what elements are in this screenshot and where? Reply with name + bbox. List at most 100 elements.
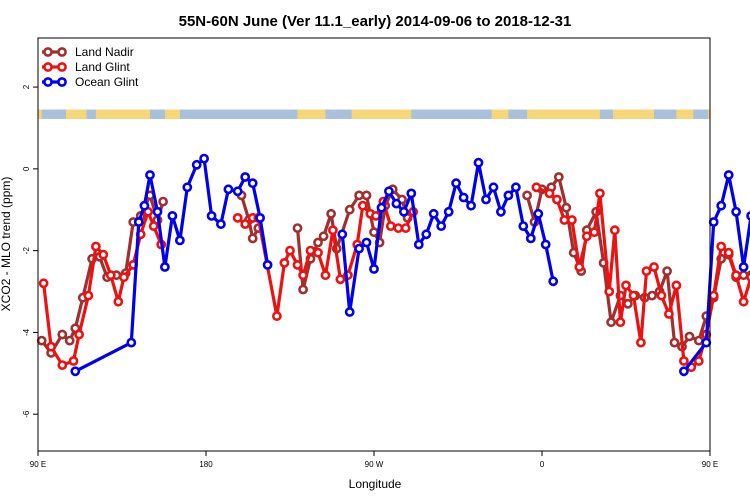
data-point xyxy=(46,341,56,352)
data-point xyxy=(369,227,379,238)
data-point xyxy=(70,366,81,377)
x-tick-label: 90 E xyxy=(30,460,46,469)
data-point xyxy=(708,290,719,301)
y-axis: 2 0 -2 -4 -6 xyxy=(22,84,38,418)
data-point xyxy=(298,270,308,281)
data-point xyxy=(292,259,303,270)
data-point xyxy=(206,210,217,221)
data-point xyxy=(344,204,355,215)
y-axis-label: XCO2 - MLO trend (ppm) xyxy=(0,177,13,312)
strip-ocean xyxy=(325,109,352,119)
data-point xyxy=(518,221,529,231)
strip-ocean xyxy=(693,109,709,119)
data-point xyxy=(615,317,626,328)
x-tick-label: 180 xyxy=(199,460,213,469)
data-point xyxy=(326,208,336,219)
data-point xyxy=(531,182,542,193)
data-point xyxy=(636,337,646,348)
data-point xyxy=(255,212,265,223)
data-point xyxy=(473,157,484,168)
data-point xyxy=(723,170,734,180)
data-point xyxy=(746,272,750,282)
data-point xyxy=(731,206,741,217)
data-point xyxy=(145,170,155,180)
data-point xyxy=(383,186,394,197)
data-point xyxy=(647,290,657,301)
data-point xyxy=(443,206,454,217)
data-point xyxy=(552,194,562,205)
data-point xyxy=(370,210,381,221)
y-tick-label: -4 xyxy=(22,328,31,336)
data-point xyxy=(581,231,592,242)
data-point xyxy=(701,337,712,348)
data-point xyxy=(126,337,137,348)
data-point xyxy=(662,266,672,276)
data-point xyxy=(621,280,631,291)
data-point xyxy=(544,188,555,199)
series-line xyxy=(239,194,260,240)
x-tick-label: 90 W xyxy=(365,460,384,469)
y-tick-label: -6 xyxy=(22,410,31,418)
data-point xyxy=(488,182,499,193)
data-point xyxy=(361,237,372,248)
data-point xyxy=(119,272,129,283)
data-point xyxy=(693,356,704,366)
data-point xyxy=(466,200,476,211)
data-point xyxy=(159,262,170,272)
data-point xyxy=(738,296,749,307)
data-point xyxy=(158,196,168,207)
data-point xyxy=(421,229,432,240)
legend-label: Land Nadir xyxy=(75,45,134,59)
data-point xyxy=(36,335,47,346)
data-point xyxy=(199,153,209,164)
legend-label: Ocean Glint xyxy=(75,75,139,89)
data-point xyxy=(385,221,396,231)
data-point xyxy=(313,237,323,248)
data-point xyxy=(609,225,620,236)
data-point xyxy=(540,239,551,250)
data-point xyxy=(669,337,680,348)
data-point xyxy=(495,206,506,217)
data-point xyxy=(83,290,94,301)
data-point xyxy=(604,286,615,297)
legend-marker xyxy=(43,77,53,87)
data-point xyxy=(503,190,514,201)
data-point xyxy=(481,194,491,205)
data-point xyxy=(628,290,639,301)
data-point xyxy=(313,247,323,258)
data-point xyxy=(376,202,387,213)
data-point xyxy=(398,206,409,217)
strip-ocean xyxy=(508,109,528,119)
data-point xyxy=(139,200,150,211)
data-point xyxy=(57,360,68,370)
strip-land xyxy=(38,109,710,119)
x-axis: 90 E 180 90 W 0 90 E xyxy=(30,451,718,469)
x-tick-label: 0 xyxy=(540,460,545,469)
data-point xyxy=(174,235,185,246)
y-tick-label: 2 xyxy=(22,84,31,89)
data-point xyxy=(369,264,379,274)
data-point xyxy=(38,278,49,289)
data-point xyxy=(671,280,682,291)
data-point xyxy=(152,206,163,217)
data-point xyxy=(428,208,439,219)
data-point xyxy=(354,243,364,254)
legend-marker xyxy=(43,62,53,72)
data-point xyxy=(240,219,251,229)
data-point xyxy=(595,188,605,199)
strip-ocean xyxy=(411,109,492,119)
data-point xyxy=(133,217,144,227)
chart-title: 55N-60N June (Ver 11.1_early) 2014-09-06… xyxy=(179,13,572,30)
data-point xyxy=(271,311,282,321)
data-point xyxy=(327,225,338,236)
legend-marker xyxy=(57,62,67,72)
data-point xyxy=(731,270,741,281)
data-point xyxy=(606,317,616,328)
data-point xyxy=(335,274,346,285)
data-point xyxy=(589,227,600,238)
data-point xyxy=(708,217,719,227)
strip-ocean xyxy=(41,109,66,119)
data-point xyxy=(559,215,570,225)
data-point xyxy=(391,198,402,209)
